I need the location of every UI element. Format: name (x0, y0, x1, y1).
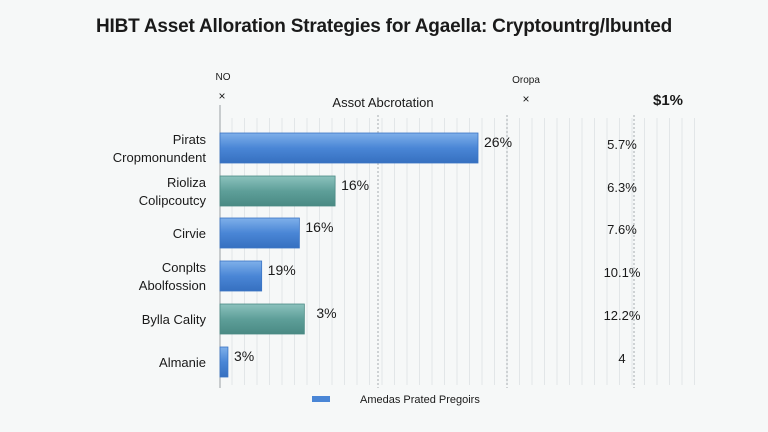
right-value: 7.6% (607, 222, 637, 237)
top-label-right: Oropa (512, 75, 540, 86)
data-label: 16% (305, 219, 333, 235)
right-value: 6.3% (607, 180, 637, 195)
bar (219, 132, 479, 164)
right-value: 5.7% (607, 137, 637, 152)
category-label: Colipcoutcy (139, 193, 207, 208)
data-label: 16% (341, 177, 369, 193)
category-label: Rioliza (167, 175, 207, 190)
axis-title: Assot Abcrotation (332, 95, 433, 110)
chart-title: HIBT Asset Alloration Strategies for Aga… (95, 16, 673, 37)
bar (219, 303, 305, 335)
category-label: Bylla Cality (142, 312, 207, 327)
data-label: 3% (234, 348, 254, 364)
data-label: 19% (268, 262, 296, 278)
category-label: Abolfossion (139, 278, 206, 293)
right-value: 12.2% (604, 308, 641, 323)
bar (219, 217, 300, 249)
top-label-left: NO (216, 72, 231, 83)
bar (219, 260, 263, 292)
data-label: 26% (484, 134, 512, 150)
top-mark-right: × (522, 92, 529, 106)
category-label: Cropmonundent (113, 150, 207, 165)
category-label: Pirats (173, 132, 207, 147)
top-mark-left: × (218, 89, 225, 103)
category-label: Almanie (159, 355, 206, 370)
category-label: Cirvie (173, 226, 206, 241)
right-value: 4 (618, 351, 625, 366)
right-value: 10.1% (604, 265, 641, 280)
legend-swatch (312, 396, 330, 402)
right-column-header: $1% (653, 92, 683, 109)
data-label: 3% (316, 305, 336, 321)
category-label: Conplts (162, 260, 207, 275)
legend-label: Amedas Prated Pregoirs (360, 394, 480, 406)
bar (219, 346, 229, 378)
bar (219, 175, 336, 207)
